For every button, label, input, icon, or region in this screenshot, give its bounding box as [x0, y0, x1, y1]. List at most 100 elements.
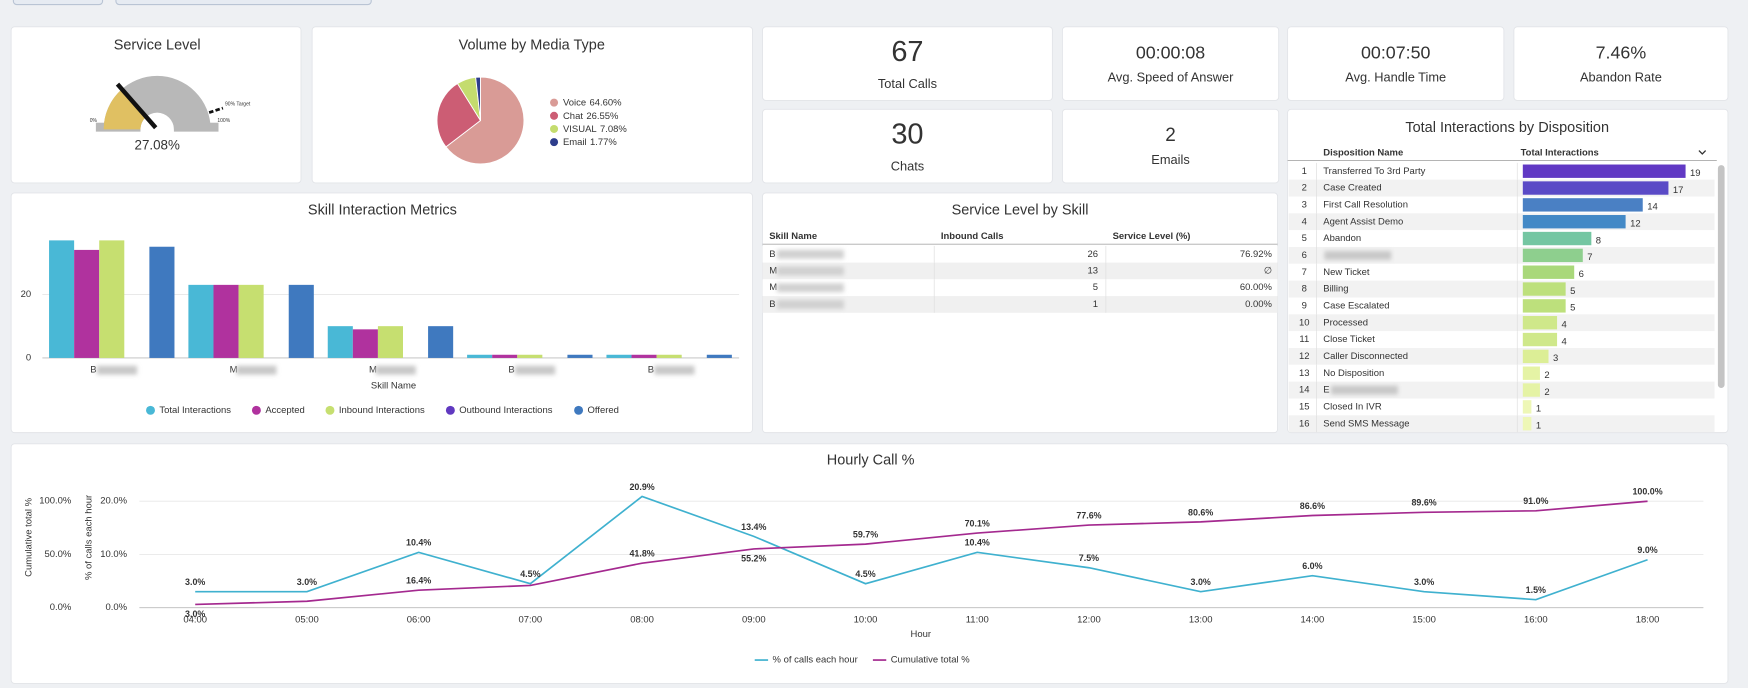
bar	[1522, 349, 1549, 364]
legend-swatch	[325, 405, 335, 415]
bar	[149, 246, 175, 358]
table-row	[762, 279, 1278, 297]
bar	[188, 284, 214, 358]
table-cell: 0.00%	[1245, 299, 1272, 310]
bar	[1522, 282, 1566, 296]
bar	[213, 284, 239, 358]
tab[interactable]	[12, 0, 104, 6]
data-label: 4.5%	[855, 569, 875, 579]
table-row	[1288, 230, 1715, 248]
x-tick-label: 12:00	[1077, 614, 1101, 625]
bar	[1522, 332, 1558, 347]
table-cell: 26	[1088, 249, 1099, 260]
x-tick-label: 06:00	[407, 614, 431, 625]
x-tick-label: B	[648, 365, 654, 376]
kpi-label: Emails	[1151, 152, 1189, 167]
line-series	[195, 500, 1648, 606]
x-tick-label: 16:00	[1524, 614, 1548, 625]
pie-slice	[436, 82, 482, 148]
legend-name: Chat	[563, 110, 583, 121]
tab[interactable]	[115, 0, 372, 6]
bar	[1522, 248, 1583, 263]
kpi-label: Abandon Rate	[1580, 70, 1662, 85]
table-row	[1288, 280, 1715, 298]
bar	[1522, 400, 1532, 414]
bar	[492, 354, 518, 358]
bar	[1522, 265, 1575, 279]
row-index: 11	[1299, 334, 1309, 345]
table-cell: 76.92%	[1240, 249, 1273, 260]
bar-value: 14	[1647, 202, 1658, 213]
panel-title: Skill Interaction Metrics	[308, 203, 457, 219]
legend-value: 1.77%	[590, 137, 617, 148]
kpi-label: Total Calls	[878, 76, 937, 91]
data-label: 10.4%	[965, 538, 990, 548]
disposition-name: Agent Assist Demo	[1323, 216, 1403, 227]
bar	[377, 326, 403, 358]
bar	[1522, 215, 1626, 229]
row-index: 6	[1302, 250, 1307, 261]
panel-title: Service Level	[114, 38, 201, 54]
kpi-value: 00:00:08	[1136, 42, 1205, 62]
x-tick-label: 13:00	[1189, 614, 1213, 625]
redacted	[777, 266, 844, 276]
sort-icon	[1698, 150, 1707, 155]
legend-name: Voice	[563, 97, 586, 108]
bar	[428, 326, 454, 358]
bar	[706, 354, 732, 358]
bar	[1522, 417, 1532, 431]
gauge-min-label: 0%	[90, 118, 98, 124]
disposition-name: Closed In IVR	[1323, 401, 1382, 412]
data-label: 55.2%	[741, 553, 766, 563]
bar	[467, 354, 493, 358]
legend-name: VISUAL	[563, 123, 597, 134]
column-header: Service Level (%)	[1113, 231, 1191, 242]
row-index: 5	[1302, 233, 1307, 244]
data-label: 16.4%	[406, 576, 431, 586]
bar	[1522, 299, 1566, 313]
data-label: 9.0%	[1637, 545, 1657, 555]
line-series	[195, 495, 1648, 601]
legend-value: 64.60%	[589, 97, 622, 108]
legend-label: Cumulative total %	[891, 655, 971, 666]
row-index: 3	[1302, 199, 1307, 210]
data-label: 3.0%	[1191, 577, 1211, 587]
x-tick-label: 14:00	[1301, 614, 1325, 625]
table-row	[1288, 364, 1715, 382]
x-tick-label: 15:00	[1412, 614, 1436, 625]
row-index: 8	[1302, 284, 1307, 295]
redacted	[1331, 385, 1398, 395]
data-label: 7.5%	[1079, 553, 1099, 563]
redacted	[375, 365, 416, 375]
redacted	[777, 283, 844, 293]
legend-swatch	[146, 405, 155, 415]
disposition-name: Billing	[1323, 284, 1348, 295]
table-row	[1288, 314, 1715, 332]
table-row	[762, 262, 1278, 280]
data-label: 91.0%	[1523, 496, 1548, 506]
legend-swatch	[550, 138, 559, 147]
table-cell: 1	[1093, 299, 1098, 310]
legend-entry: Chat 26.55%	[563, 110, 619, 121]
x-tick-label: 09:00	[742, 614, 766, 625]
disposition-name: Caller Disconnected	[1323, 351, 1408, 362]
legend-swatch	[550, 98, 559, 107]
table-row	[762, 245, 1278, 263]
row-index: 4	[1302, 216, 1307, 227]
data-label: 80.6%	[1188, 507, 1213, 517]
bar-value: 7	[1587, 252, 1592, 263]
panel	[1287, 26, 1505, 101]
bar	[1522, 181, 1669, 195]
bar	[1522, 383, 1540, 397]
y-axis-title: % of calls each hour	[84, 495, 95, 580]
panel	[1061, 26, 1280, 101]
panel	[1513, 26, 1729, 101]
column-header: Inbound Calls	[941, 231, 1004, 242]
x-axis-title: Hour	[911, 629, 932, 640]
y2-tick-label: 0.0%	[50, 602, 72, 613]
bar-value: 5	[1570, 303, 1575, 314]
kpi-label: Avg. Handle Time	[1345, 70, 1446, 85]
kpi-label: Avg. Speed of Answer	[1108, 70, 1235, 85]
row-index: 1	[1302, 166, 1307, 177]
